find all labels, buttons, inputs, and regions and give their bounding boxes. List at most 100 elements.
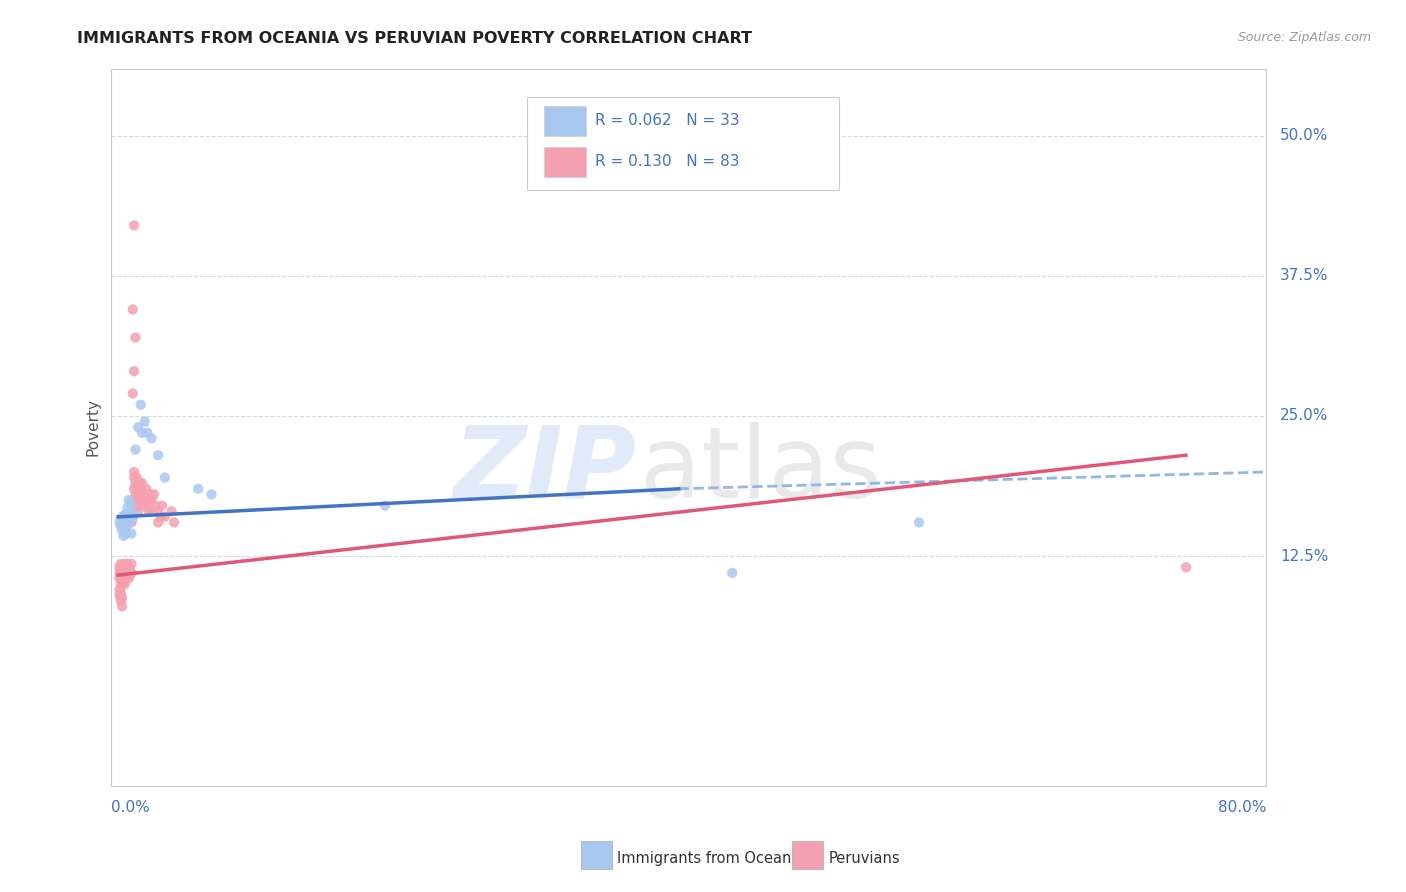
Point — [146, 504, 169, 518]
Point — [146, 448, 169, 462]
Point — [132, 493, 155, 508]
Point — [118, 572, 141, 586]
Point — [118, 560, 141, 574]
Point — [120, 504, 142, 518]
Text: ZIP: ZIP — [454, 422, 637, 519]
Point — [112, 529, 135, 543]
Point — [115, 572, 138, 586]
FancyBboxPatch shape — [544, 146, 586, 177]
Point — [111, 572, 134, 586]
Point — [110, 586, 132, 600]
Point — [721, 566, 744, 580]
Point — [120, 564, 142, 578]
Point — [111, 591, 134, 605]
Point — [122, 482, 145, 496]
Point — [112, 516, 135, 530]
Point — [141, 431, 163, 445]
FancyBboxPatch shape — [527, 97, 839, 191]
Point — [110, 568, 132, 582]
Point — [111, 523, 134, 537]
Point — [908, 516, 931, 530]
Point — [374, 499, 396, 513]
Point — [128, 476, 150, 491]
Point — [122, 465, 145, 479]
Point — [145, 499, 167, 513]
Point — [114, 564, 136, 578]
Text: 80.0%: 80.0% — [1218, 800, 1267, 815]
Point — [127, 504, 149, 518]
Point — [110, 557, 132, 571]
Text: 12.5%: 12.5% — [1279, 549, 1329, 564]
Point — [112, 560, 135, 574]
Point — [124, 487, 146, 501]
Text: 25.0%: 25.0% — [1279, 409, 1329, 424]
Point — [146, 516, 169, 530]
Point — [127, 493, 149, 508]
Point — [122, 364, 145, 378]
Point — [136, 487, 159, 501]
Point — [131, 476, 153, 491]
Point — [117, 557, 139, 571]
Point — [110, 577, 132, 591]
Point — [129, 482, 152, 496]
Point — [124, 442, 146, 457]
Point — [134, 499, 156, 513]
Point — [120, 566, 142, 580]
Point — [118, 566, 141, 580]
Point — [111, 568, 134, 582]
Point — [108, 588, 131, 602]
Point — [120, 516, 142, 530]
Point — [131, 487, 153, 501]
Text: 37.5%: 37.5% — [1279, 268, 1329, 284]
Point — [118, 493, 141, 508]
Point — [110, 564, 132, 578]
Point — [117, 568, 139, 582]
Point — [121, 386, 143, 401]
Point — [122, 470, 145, 484]
Point — [108, 582, 131, 597]
Point — [143, 487, 166, 501]
Y-axis label: Poverty: Poverty — [86, 398, 100, 456]
Point — [127, 420, 149, 434]
Point — [108, 560, 131, 574]
Point — [111, 599, 134, 614]
Point — [118, 509, 141, 524]
Point — [131, 425, 153, 440]
Point — [117, 564, 139, 578]
Text: IMMIGRANTS FROM OCEANIA VS PERUVIAN POVERTY CORRELATION CHART: IMMIGRANTS FROM OCEANIA VS PERUVIAN POVE… — [77, 31, 752, 46]
Point — [163, 516, 186, 530]
Point — [125, 499, 148, 513]
Point — [136, 499, 159, 513]
Point — [111, 509, 134, 524]
Point — [120, 496, 142, 510]
Point — [115, 526, 138, 541]
Point — [121, 302, 143, 317]
Point — [153, 509, 176, 524]
Point — [122, 219, 145, 233]
Point — [114, 577, 136, 591]
Point — [121, 512, 143, 526]
Text: Source: ZipAtlas.com: Source: ZipAtlas.com — [1237, 31, 1371, 45]
Point — [135, 493, 157, 508]
Point — [124, 493, 146, 508]
Point — [112, 566, 135, 580]
Point — [153, 470, 176, 484]
Point — [108, 572, 131, 586]
Point — [114, 568, 136, 582]
Point — [114, 521, 136, 535]
Point — [127, 482, 149, 496]
Point — [150, 499, 173, 513]
Point — [1175, 560, 1198, 574]
Point — [117, 517, 139, 532]
Point — [112, 572, 135, 586]
Point — [138, 493, 160, 508]
Text: R = 0.062   N = 33: R = 0.062 N = 33 — [595, 113, 740, 128]
Point — [160, 504, 183, 518]
Point — [138, 504, 160, 518]
Point — [136, 425, 159, 440]
Point — [110, 518, 132, 533]
Point — [125, 482, 148, 496]
Text: R = 0.130   N = 83: R = 0.130 N = 83 — [595, 154, 740, 169]
Text: Peruvians: Peruvians — [828, 851, 900, 865]
Text: atlas: atlas — [640, 422, 882, 519]
